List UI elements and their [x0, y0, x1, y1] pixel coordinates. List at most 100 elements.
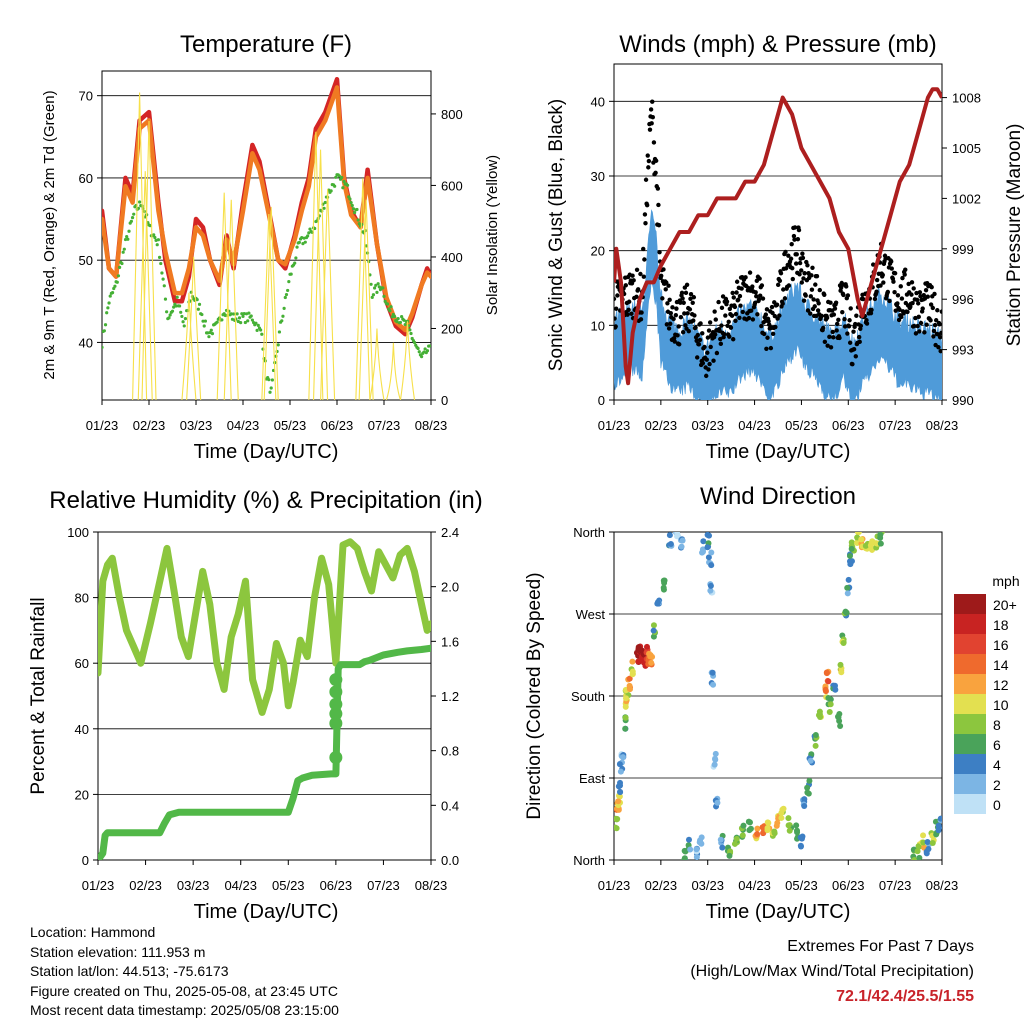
x-tick-label: 06/23 [832, 418, 865, 433]
gust-point [719, 323, 724, 328]
solar-insolation-spike [399, 321, 416, 400]
gust-point [854, 313, 859, 318]
2m-td-point [353, 210, 357, 215]
x-tick-label: 07/23 [879, 418, 912, 433]
wind-direction-point [626, 686, 633, 693]
gust-point [835, 321, 840, 327]
9m-t-line [102, 85, 431, 333]
2m-td-point [196, 307, 200, 311]
gust-point [686, 328, 691, 334]
gust-point [799, 280, 805, 285]
gust-point [817, 287, 822, 293]
2m-td-point [110, 291, 115, 295]
2m-td-point [246, 319, 250, 323]
2m-td-point [409, 331, 413, 336]
rainfall-jumps-point [329, 685, 343, 699]
solar-insolation-spike [320, 188, 336, 400]
2m-td-point [408, 328, 412, 332]
total-rainfall-line [98, 644, 431, 860]
x-tick-label: 05/23 [274, 418, 307, 433]
wind-direction-point [837, 661, 844, 668]
gust-point [881, 280, 886, 285]
gust-point [790, 276, 796, 282]
gust-point [915, 323, 920, 329]
gust-point [705, 350, 710, 355]
gust-point [615, 293, 620, 298]
gust-point [895, 301, 900, 306]
x-tick-label: 04/23 [738, 878, 771, 893]
gust-point [921, 293, 927, 298]
2m-td-point [103, 323, 108, 327]
right-y-tick-label: 0.4 [441, 798, 459, 813]
gust-point [728, 325, 734, 330]
2m-td-point [136, 206, 141, 210]
2m-td-point [168, 313, 172, 317]
gust-point [680, 329, 686, 335]
wind-direction-point [816, 711, 823, 718]
gust-point [924, 322, 929, 327]
legend-swatch [954, 674, 986, 694]
gust-point [795, 237, 801, 242]
wind-direction-point [648, 659, 655, 666]
gust-point [933, 318, 939, 323]
gust-point [673, 312, 679, 318]
2m-td-point [240, 312, 244, 316]
right-y-tick-label: 1002 [952, 191, 981, 206]
2m-td-point [243, 320, 247, 325]
legend-label: 6 [993, 737, 1001, 753]
extremes-values: 72.1/42.4/25.5/1.55 [836, 988, 974, 1005]
2m-td-point [239, 321, 243, 325]
wind-direction-point [697, 839, 704, 846]
gust-point [614, 316, 617, 321]
gust-point [706, 328, 712, 333]
y-tick-label: East [579, 771, 605, 786]
gust-point [777, 278, 783, 283]
2m-td-point [183, 317, 188, 321]
solar-insolation-spike [181, 292, 197, 400]
gust-point [642, 257, 647, 262]
2m-td-point [333, 184, 337, 188]
legend-swatch [954, 614, 986, 634]
x-tick-label: 01/23 [598, 878, 631, 893]
gust-point [909, 280, 915, 285]
legend-swatch [954, 774, 986, 794]
wind-direction-point [739, 832, 746, 839]
wind-direction-point [740, 822, 747, 829]
2m-td-point [412, 340, 417, 345]
gust-point [834, 328, 839, 333]
gust-point [697, 337, 703, 343]
wind-direction-point [712, 750, 719, 757]
gust-point [905, 309, 910, 315]
gust-point [757, 293, 763, 298]
2m-td-point [425, 349, 430, 353]
wind-direction-point [666, 532, 673, 539]
wind-direction-point [840, 639, 847, 646]
legend-swatch [954, 634, 986, 654]
gust-point [869, 307, 874, 313]
wind-direction-point [617, 789, 624, 796]
gust-point [920, 306, 925, 311]
right-y-tick-label: 990 [952, 393, 974, 408]
winds-ylabel-right: Station Pressure (Maroon) [1004, 124, 1024, 347]
gust-point [864, 321, 870, 326]
2m-td-point [157, 255, 162, 259]
wind-direction-point [614, 816, 620, 823]
gust-point [704, 357, 709, 362]
wind-direction-point [650, 622, 657, 629]
gust-point [691, 295, 697, 300]
2m-td-point [356, 218, 360, 222]
2m-td-point [215, 320, 219, 324]
2m-td-point [308, 227, 312, 231]
gust-point [922, 330, 927, 335]
gust-point [770, 331, 776, 337]
gust-point [791, 233, 797, 239]
temperature-series [102, 76, 431, 400]
right-y-tick-label: 800 [441, 107, 463, 122]
wind-direction-point [623, 695, 630, 702]
gust-point [642, 212, 648, 217]
x-tick-label: 05/23 [785, 418, 818, 433]
gust-point [892, 271, 898, 276]
legend-label: 8 [993, 717, 1001, 733]
gust-point [736, 297, 741, 302]
y-tick-label: 40 [591, 94, 605, 109]
